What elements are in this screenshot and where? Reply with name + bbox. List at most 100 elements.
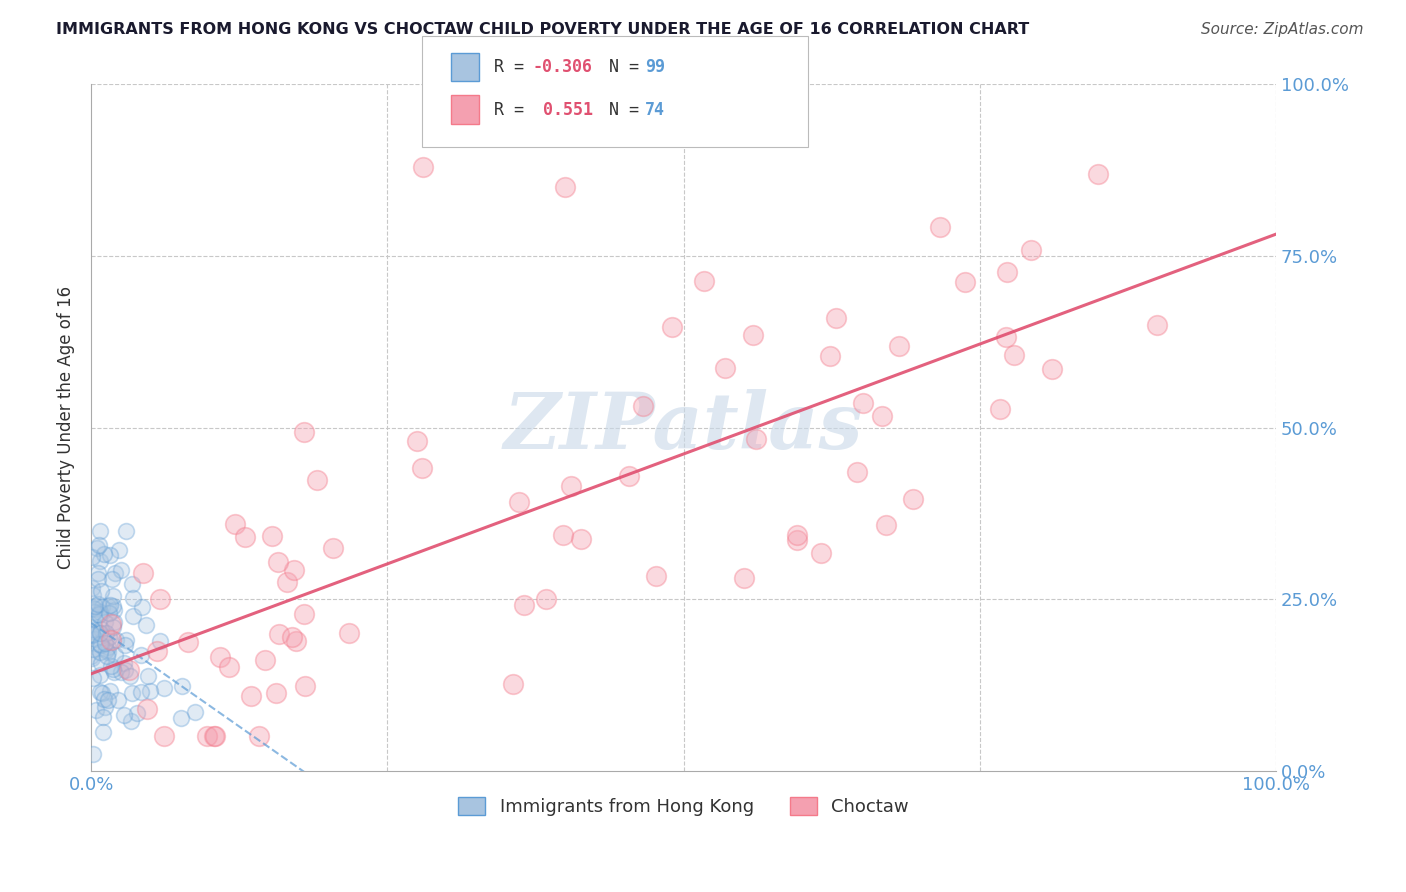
Point (86, 625, 108, 640)
Point (148, 634, 170, 648)
Text: 0.551: 0.551 (533, 101, 593, 119)
Point (121, 576, 143, 591)
Point (93, 547, 115, 561)
Point (91, 725, 114, 739)
Point (786, 528, 808, 542)
Point (131, 600, 153, 615)
Point (82, 588, 104, 602)
Point (100, 599, 122, 613)
Point (82, 651, 104, 665)
Point (852, 396, 875, 410)
Point (292, 607, 315, 621)
Point (112, 656, 135, 670)
Point (87, 597, 110, 611)
Point (411, 461, 433, 475)
Point (90, 686, 112, 700)
Point (89, 626, 111, 640)
Point (100, 633, 122, 648)
Point (110, 564, 132, 578)
Point (84, 599, 107, 613)
Text: 74: 74 (645, 101, 665, 119)
Point (96, 648, 118, 663)
Text: Source: ZipAtlas.com: Source: ZipAtlas.com (1201, 22, 1364, 37)
Point (845, 465, 868, 479)
Point (292, 425, 315, 439)
Point (554, 180, 576, 194)
Point (204, 730, 226, 744)
Point (132, 566, 155, 581)
Point (86, 541, 108, 556)
Point (149, 592, 172, 607)
Point (824, 311, 846, 326)
Point (90, 622, 112, 636)
Point (83, 605, 105, 619)
Point (115, 633, 138, 648)
Text: -0.306: -0.306 (533, 58, 593, 76)
Point (103, 603, 125, 617)
Point (617, 468, 640, 483)
Point (97, 630, 120, 644)
Point (1087, 167, 1109, 181)
Point (870, 409, 893, 423)
Point (276, 574, 298, 589)
Legend: Immigrants from Hong Kong, Choctaw: Immigrants from Hong Kong, Choctaw (451, 789, 917, 823)
Point (820, 349, 842, 363)
Point (135, 702, 157, 716)
Point (208, 649, 231, 664)
Point (136, 669, 159, 683)
Point (131, 684, 153, 698)
Point (269, 627, 291, 641)
Point (153, 681, 176, 696)
Point (121, 591, 143, 605)
Point (127, 706, 149, 720)
Point (153, 730, 176, 744)
Y-axis label: Child Poverty Under the Age of 16: Child Poverty Under the Age of 16 (58, 286, 75, 569)
Point (94, 643, 117, 657)
Point (172, 679, 194, 693)
Point (103, 615, 125, 629)
Text: N =: N = (589, 58, 650, 76)
Point (100, 658, 122, 673)
Point (114, 663, 136, 677)
Point (98, 606, 121, 620)
Point (281, 630, 304, 644)
Point (114, 639, 136, 653)
Point (887, 339, 910, 353)
Point (560, 479, 582, 493)
Point (91, 600, 114, 615)
Point (93, 692, 115, 706)
Point (322, 541, 344, 555)
Point (294, 679, 316, 693)
Point (114, 708, 136, 723)
Text: R =: R = (494, 101, 533, 119)
Point (96, 599, 118, 614)
Point (110, 665, 132, 680)
Point (569, 533, 592, 547)
Point (120, 714, 142, 728)
Point (94, 636, 117, 650)
Point (86, 623, 108, 637)
Point (713, 361, 735, 376)
Point (122, 608, 145, 623)
Point (87, 572, 110, 586)
Point (101, 599, 124, 613)
Point (118, 669, 141, 683)
Point (89, 524, 111, 538)
Point (107, 693, 129, 707)
Point (534, 592, 557, 607)
Point (82, 641, 104, 656)
Point (82, 672, 104, 686)
Point (139, 684, 162, 698)
Point (80, 582, 103, 596)
Point (90, 656, 112, 670)
Point (82, 627, 104, 641)
Point (121, 686, 143, 700)
Point (80, 549, 103, 564)
Point (218, 660, 240, 674)
Point (786, 533, 808, 547)
Point (502, 676, 524, 690)
Point (98, 548, 121, 562)
Point (107, 542, 129, 557)
Point (101, 620, 124, 634)
Point (89, 607, 111, 622)
